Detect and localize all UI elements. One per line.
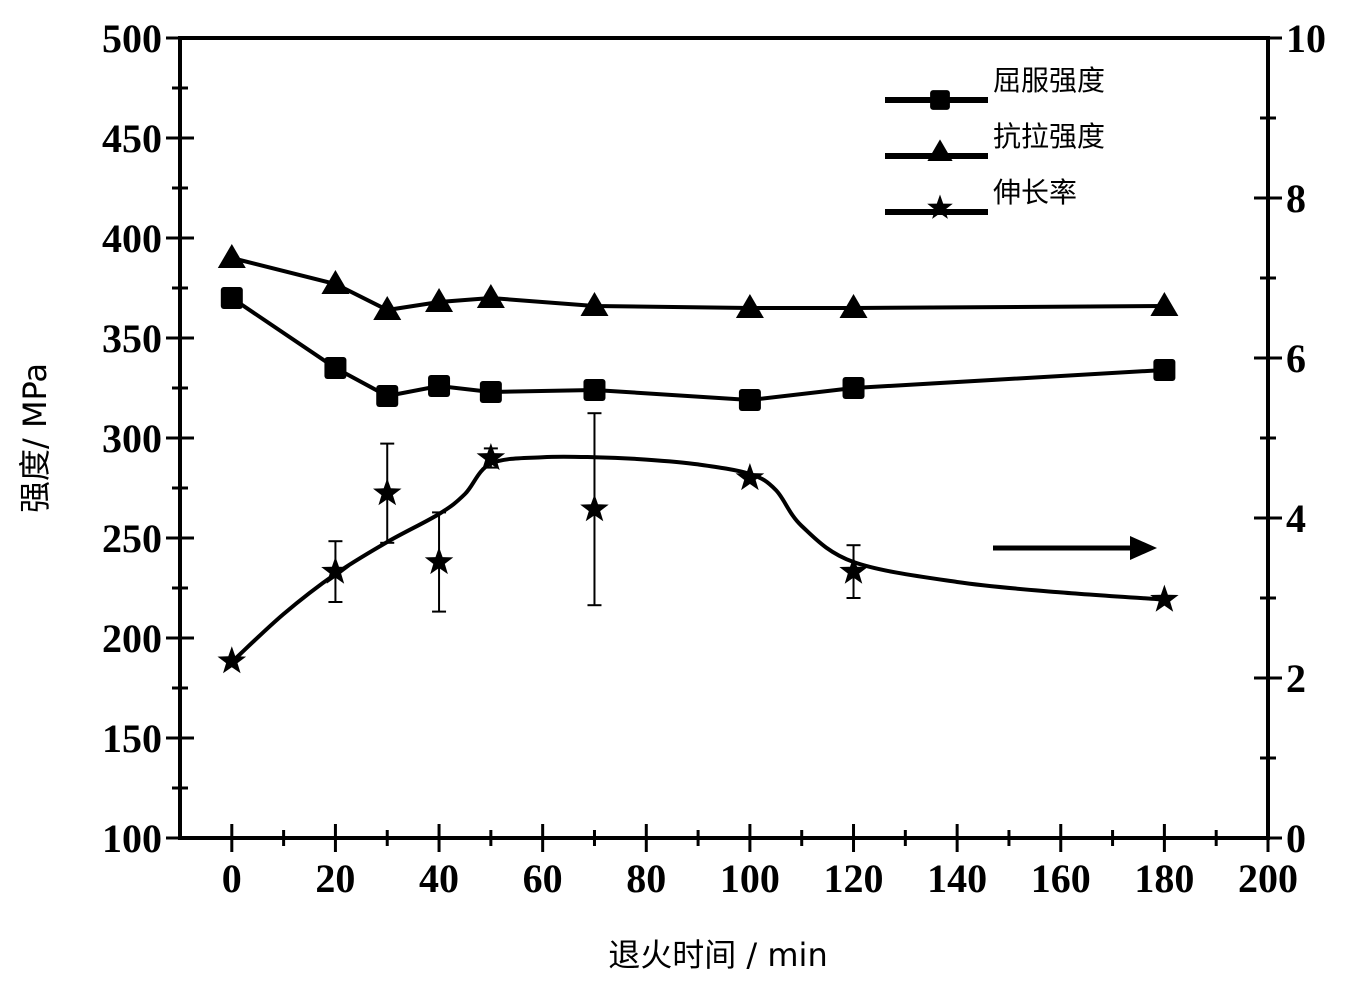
y2-tick-label: 4	[1286, 496, 1306, 541]
star-marker	[476, 443, 506, 471]
triangle-marker	[1150, 292, 1179, 316]
x-tick-label: 0	[222, 856, 242, 901]
y-tick-label: 150	[102, 716, 162, 761]
legend-item: 抗拉强度	[885, 120, 1105, 161]
legend-label: 屈服强度	[993, 64, 1105, 97]
star-marker	[217, 646, 247, 674]
square-marker	[583, 379, 606, 401]
triangle-marker	[476, 284, 505, 308]
triangle-marker	[839, 294, 868, 318]
y-axis-label: 强度/ MPa	[16, 363, 54, 513]
triangle-marker	[373, 296, 402, 320]
star-marker	[927, 194, 953, 219]
axes: 0 20 40 60 80 100 120 140 160 180 2001001502002503…	[102, 16, 1326, 901]
square-marker	[428, 375, 451, 397]
fit-curve	[230, 454, 1165, 664]
square-marker	[738, 389, 761, 411]
star-marker	[580, 494, 609, 522]
x-tick-label: 180	[1134, 856, 1194, 901]
legend-item: 屈服强度	[885, 64, 1105, 110]
y2-tick-label: 10	[1286, 16, 1326, 61]
y2-tick-label: 2	[1286, 656, 1306, 701]
triangle-marker	[321, 270, 350, 294]
arrow-head	[1130, 536, 1157, 560]
y-tick-label: 350	[102, 316, 162, 361]
plot-frame	[178, 36, 1270, 840]
star-marker	[839, 556, 868, 584]
x-tick-label: 140	[927, 856, 987, 901]
star-marker	[735, 463, 765, 491]
star-marker	[1150, 584, 1179, 612]
x-tick-label: 100	[720, 856, 780, 901]
x-axis-label: 退火时间 / min	[608, 936, 827, 974]
y-tick-label: 500	[102, 16, 162, 61]
y-tick-label: 100	[102, 816, 162, 861]
x-tick-label: 20	[315, 856, 355, 901]
y-tick-label: 200	[102, 616, 162, 661]
series-triangle	[217, 244, 1179, 320]
triangle-marker	[735, 294, 764, 318]
x-tick-label: 60	[523, 856, 563, 901]
square-marker	[930, 90, 950, 110]
star-marker	[373, 478, 402, 506]
y2-tick-label: 8	[1286, 176, 1306, 221]
y-tick-label: 250	[102, 516, 162, 561]
x-tick-label: 80	[626, 856, 666, 901]
right-axis-arrow	[993, 536, 1157, 560]
square-marker	[220, 287, 243, 309]
series-square	[220, 287, 1176, 411]
square-marker	[842, 377, 865, 399]
x-tick-label: 40	[419, 856, 459, 901]
triangle-marker	[580, 292, 609, 316]
legend-label: 伸长率	[993, 176, 1077, 209]
legend-label: 抗拉强度	[993, 120, 1105, 153]
series-line	[230, 296, 1165, 403]
x-tick-label: 160	[1031, 856, 1091, 901]
star-marker	[321, 556, 350, 584]
marks	[217, 244, 1179, 674]
y-tick-label: 400	[102, 216, 162, 261]
x-tick-label: 200	[1238, 856, 1298, 901]
y2-tick-label: 6	[1286, 336, 1306, 381]
x-tick-label: 120	[824, 856, 884, 901]
series-line	[231, 256, 1165, 313]
square-marker	[1153, 359, 1176, 381]
square-marker	[376, 385, 399, 407]
y-tick-label: 300	[102, 416, 162, 461]
y2-tick-label: 0	[1286, 816, 1306, 861]
legend-item: 伸长率	[885, 176, 1077, 219]
square-marker	[479, 381, 502, 403]
triangle-marker	[425, 288, 454, 312]
square-marker	[324, 357, 347, 379]
series-star	[217, 412, 1179, 674]
triangle-marker	[217, 244, 246, 268]
y-tick-label: 450	[102, 116, 162, 161]
star-marker	[424, 547, 454, 575]
triangle-marker	[927, 139, 953, 161]
